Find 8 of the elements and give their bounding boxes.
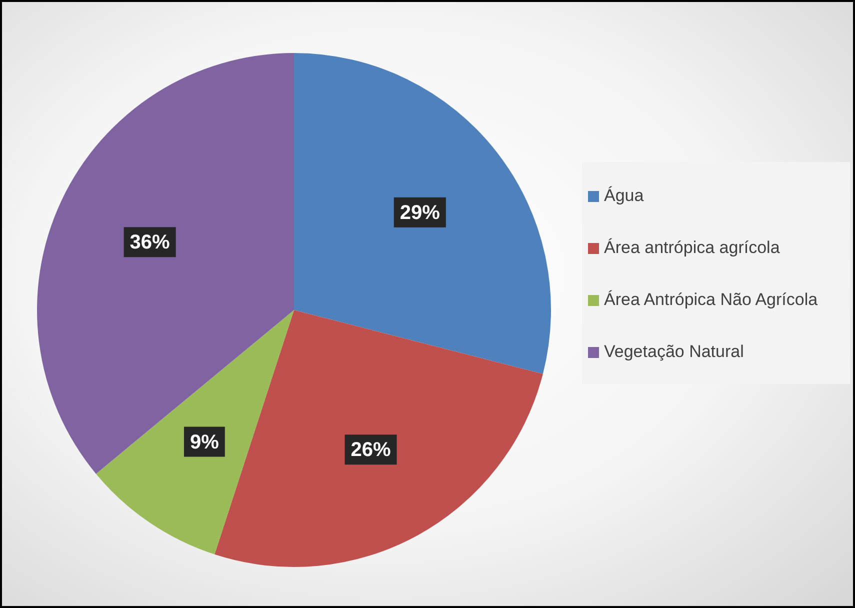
legend-label: Área antrópica agrícola	[604, 237, 780, 259]
data-label: 9%	[190, 431, 220, 454]
data-label: 29%	[400, 202, 440, 224]
legend-label: Água	[604, 185, 644, 207]
legend-label: Área Antrópica Não Agrícola	[604, 289, 818, 311]
legend-label: Vegetação Natural	[604, 341, 744, 363]
data-label: 26%	[350, 439, 391, 462]
data-label: 36%	[130, 232, 170, 254]
